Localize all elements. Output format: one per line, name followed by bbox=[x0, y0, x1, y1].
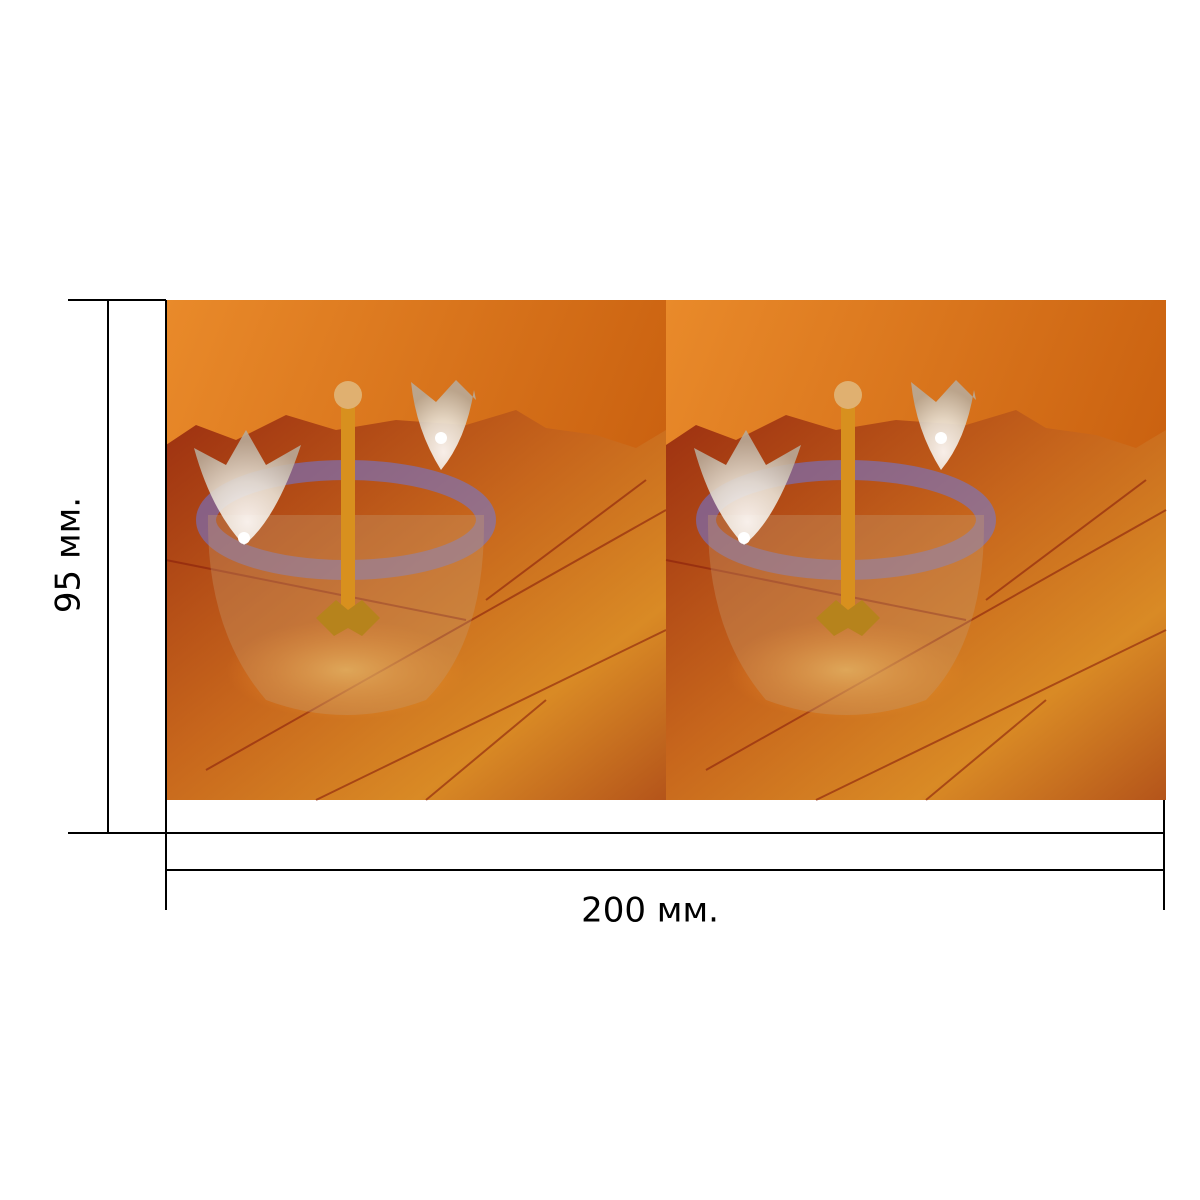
image-right bbox=[666, 300, 1166, 800]
width-label: 200 мм. bbox=[581, 891, 719, 931]
product-image bbox=[166, 300, 1166, 800]
height-dimension: 95 мм. bbox=[49, 299, 167, 834]
height-label: 95 мм. bbox=[49, 497, 89, 613]
width-dimension: 200 мм. bbox=[165, 800, 1165, 931]
image-left bbox=[166, 300, 666, 800]
